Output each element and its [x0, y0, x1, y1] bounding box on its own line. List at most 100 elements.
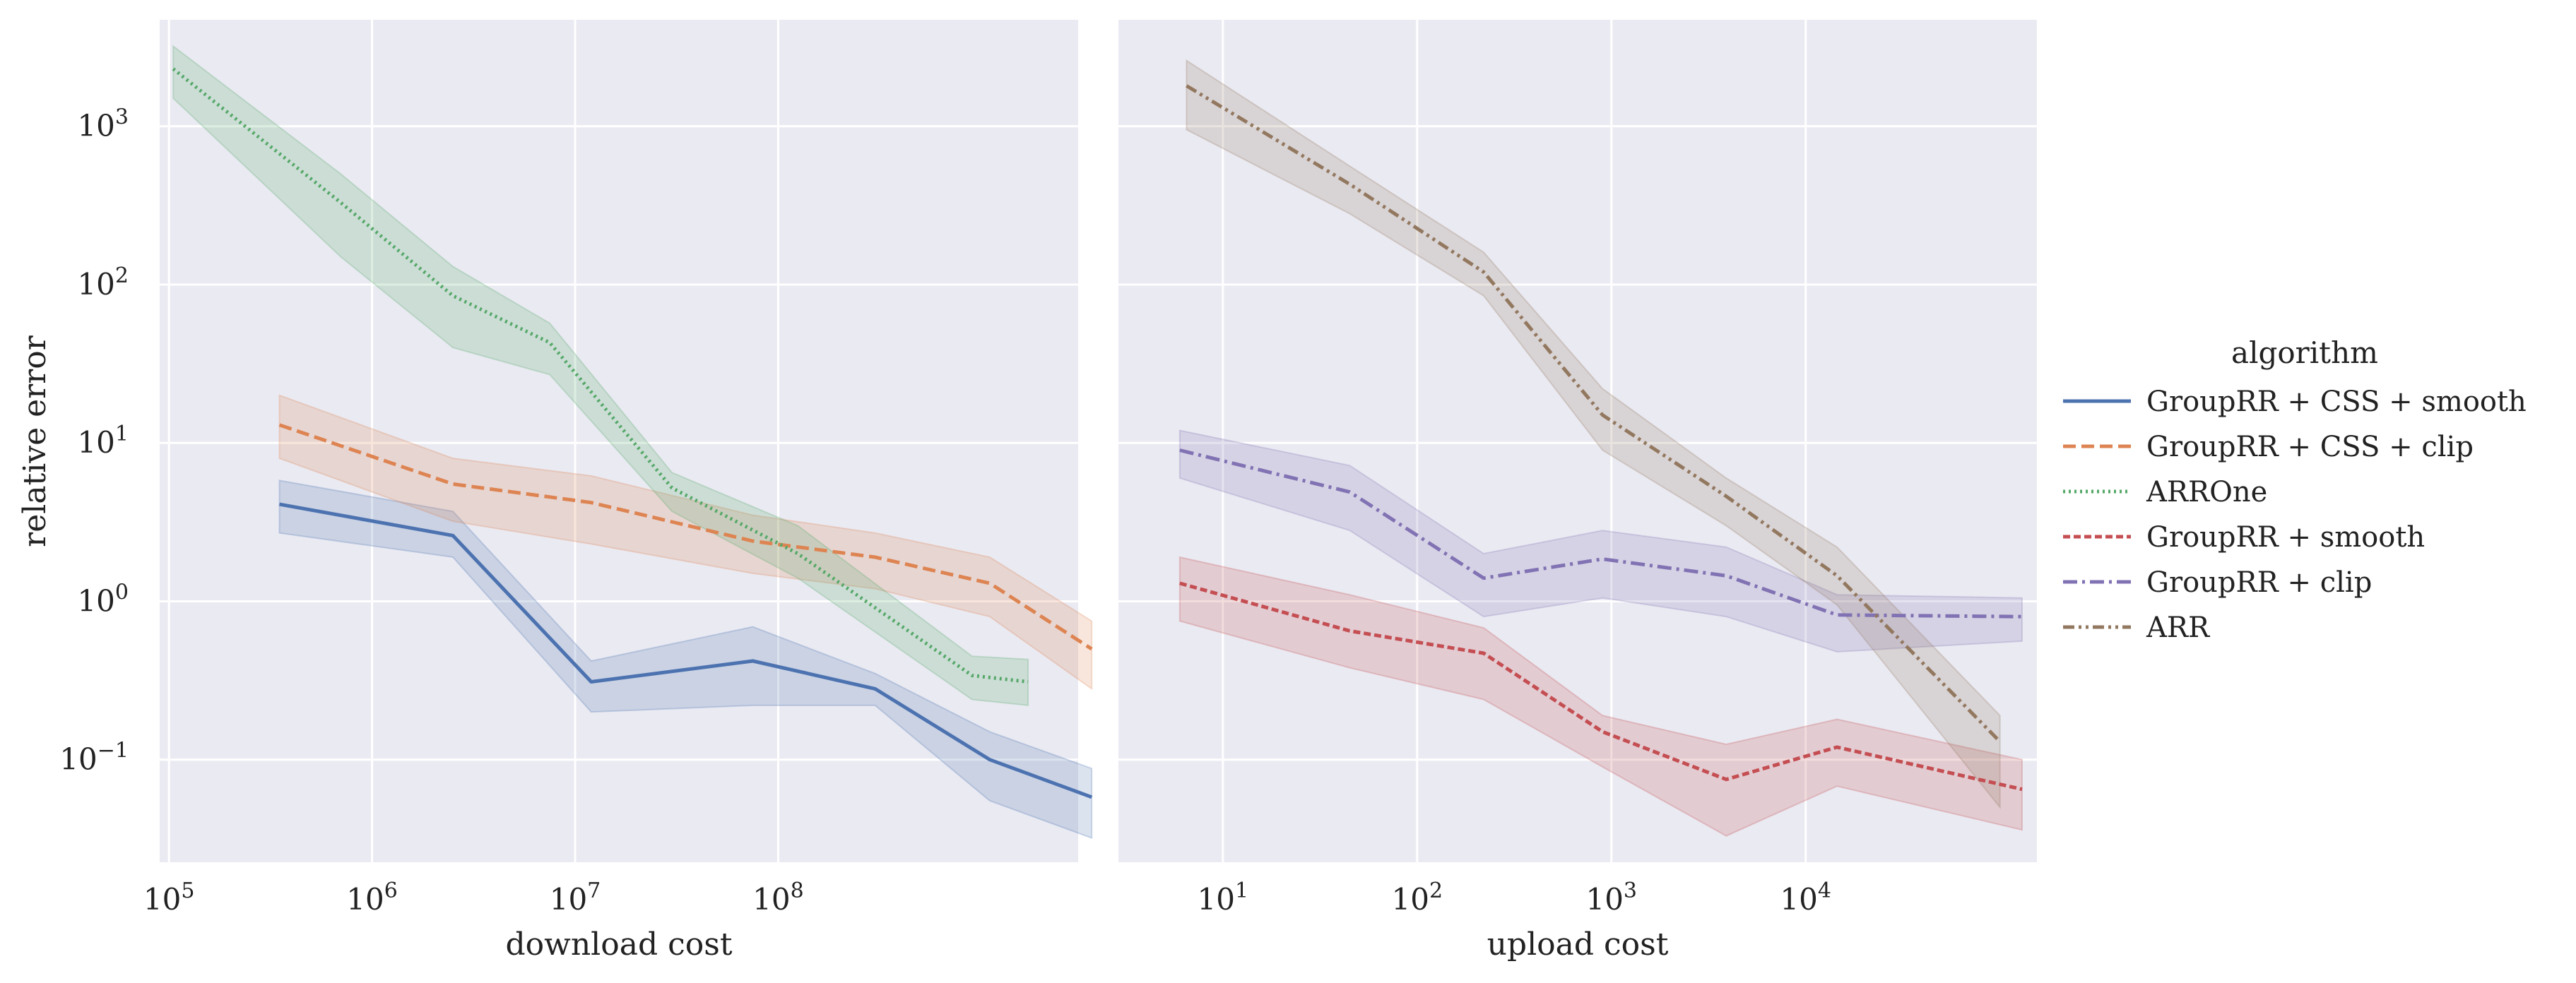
- y-ticks: 10−1 100 101 102 103: [59, 105, 129, 777]
- point-arr: [1186, 85, 1188, 87]
- point-arr: [1725, 495, 1727, 497]
- legend-label: GroupRR + CSS + clip: [2146, 431, 2474, 463]
- point-arrone: [172, 68, 175, 70]
- confidence-bands-upload-cost: [1178, 59, 2023, 837]
- x-tick-label: 101: [1198, 878, 1249, 917]
- line-arr: [1186, 84, 2002, 743]
- point-grouprr-css-smooth: [452, 535, 454, 537]
- point-grouprr-smooth: [1349, 630, 1351, 632]
- legend-label: ARR: [2146, 612, 2211, 644]
- point-arr: [1482, 271, 1484, 273]
- point-grouprr-clip: [1349, 491, 1351, 493]
- point-arrone: [340, 201, 342, 203]
- legend-item-grouprr-clip: GroupRR + clip: [2063, 566, 2372, 599]
- y-tick-label: 101: [77, 422, 129, 460]
- x-axis-label-download-cost: download cost: [506, 927, 733, 963]
- panel-upload-cost: 101 102 103 104 upload cost: [1118, 20, 2037, 963]
- plot-area-download-cost: [160, 20, 1078, 862]
- legend-title: algorithm: [2231, 335, 2378, 370]
- grid-download-cost: [160, 20, 1078, 862]
- y-tick-label: 100: [77, 580, 129, 618]
- series-lines-upload-cost: [1178, 84, 2023, 792]
- band-grouprr-css-clip: [278, 394, 1093, 691]
- point-grouprr-clip: [1602, 558, 1604, 560]
- point-grouprr-css-smooth: [278, 504, 280, 506]
- y-axis-label: relative error: [17, 335, 53, 547]
- point-grouprr-css-clip: [1091, 648, 1093, 650]
- plot-area-upload-cost: [1118, 20, 2037, 862]
- point-grouprr-css-smooth: [590, 681, 592, 683]
- x-tick-label: 107: [550, 878, 601, 917]
- band-arrone: [172, 44, 1029, 707]
- legend: algorithm GroupRR + CSS + smoothGroupRR …: [2063, 335, 2527, 644]
- x-tick-label: 106: [346, 878, 398, 917]
- x-axis-label-upload-cost: upload cost: [1487, 927, 1669, 963]
- x-tick-label: 102: [1392, 878, 1443, 917]
- point-grouprr-smooth: [1482, 653, 1484, 655]
- y-tick-label: 103: [77, 105, 129, 143]
- legend-label: GroupRR + smooth: [2146, 521, 2425, 554]
- point-grouprr-css-smooth: [1091, 796, 1093, 798]
- line-grouprr-smooth: [1179, 581, 2023, 792]
- point-arrone: [971, 674, 973, 677]
- point-grouprr-css-smooth: [752, 660, 754, 662]
- point-grouprr-css-clip: [278, 424, 280, 426]
- x-tick-label: 103: [1585, 878, 1637, 917]
- band-arr: [1186, 59, 2001, 810]
- legend-item-grouprr-smooth: GroupRR + smooth: [2063, 521, 2425, 554]
- point-arr: [1349, 183, 1351, 185]
- band-grouprr-smooth: [1178, 556, 2023, 837]
- point-arrone: [452, 294, 454, 297]
- point-grouprr-css-clip: [452, 483, 454, 485]
- point-grouprr-css-clip: [752, 540, 754, 542]
- point-grouprr-smooth: [1836, 746, 1838, 749]
- point-grouprr-css-clip: [988, 582, 991, 584]
- line-grouprr-css-smooth: [279, 502, 1093, 799]
- confidence-bands-download-cost: [172, 44, 1093, 840]
- point-grouprr-css-smooth: [874, 688, 876, 690]
- series-lines-download-cost: [172, 67, 1093, 799]
- point-grouprr-clip: [1725, 575, 1727, 577]
- y-tick-label: 102: [77, 263, 129, 302]
- point-arr: [1836, 575, 1838, 577]
- point-grouprr-css-smooth: [988, 758, 991, 761]
- x-tick-label: 105: [143, 878, 195, 917]
- legend-item-grouprr-css-clip: GroupRR + CSS + clip: [2063, 431, 2474, 463]
- legend-item-grouprr-css-smooth: GroupRR + CSS + smooth: [2063, 386, 2527, 418]
- line-grouprr-css-clip: [278, 423, 1093, 651]
- x-ticks-download-cost: 105 106 107 108: [143, 878, 804, 917]
- point-arr: [1999, 741, 2001, 743]
- point-arrone: [1027, 681, 1029, 683]
- point-arr: [1602, 414, 1604, 416]
- line-arrone: [172, 67, 1029, 684]
- legend-item-arr: ARR: [2063, 612, 2211, 644]
- x-tick-label: 108: [752, 878, 804, 917]
- point-grouprr-smooth: [1602, 731, 1604, 733]
- point-grouprr-clip: [2021, 616, 2023, 618]
- legend-label: ARROne: [2146, 476, 2267, 508]
- point-grouprr-css-clip: [590, 501, 592, 504]
- point-arrone: [797, 553, 799, 555]
- point-grouprr-clip: [1482, 577, 1484, 579]
- band-grouprr-css-smooth: [278, 479, 1093, 840]
- legend-label: GroupRR + clip: [2146, 566, 2372, 599]
- legend-item-arrone: ARROne: [2063, 476, 2267, 508]
- point-grouprr-smooth: [1178, 582, 1181, 584]
- band-grouprr-clip: [1178, 429, 2023, 653]
- line-grouprr-clip: [1179, 448, 2023, 619]
- point-grouprr-smooth: [2021, 788, 2023, 790]
- point-grouprr-css-clip: [874, 556, 876, 559]
- point-grouprr-smooth: [1725, 778, 1727, 780]
- legend-label: GroupRR + CSS + smooth: [2146, 386, 2527, 418]
- grid-upload-cost: [1118, 20, 2037, 862]
- y-tick-label: 10−1: [59, 739, 129, 777]
- legend-entries: GroupRR + CSS + smooth GroupRR + CSS + cl…: [2063, 386, 2527, 644]
- panel-download-cost: 105 106 107 108 download cost: [143, 20, 1093, 963]
- point-grouprr-clip: [1178, 449, 1181, 451]
- point-arrone: [549, 342, 551, 344]
- x-tick-label: 104: [1780, 878, 1831, 917]
- point-grouprr-clip: [1836, 614, 1838, 616]
- x-ticks-upload-cost: 101 102 103 104: [1198, 878, 1831, 917]
- point-arrone: [671, 487, 673, 489]
